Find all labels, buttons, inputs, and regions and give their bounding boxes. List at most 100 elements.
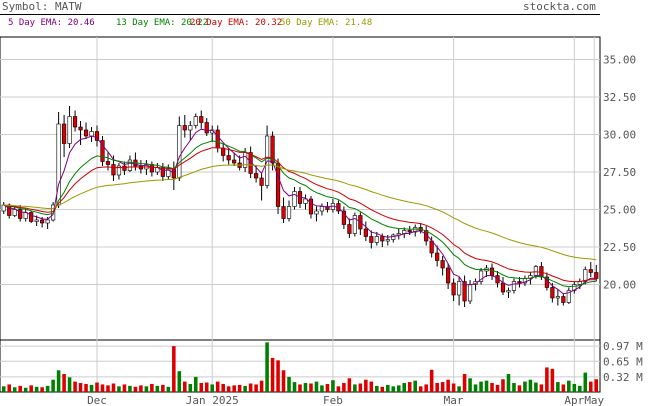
candle-body (550, 287, 555, 299)
candle-body (149, 164, 154, 173)
candle-body (446, 267, 451, 284)
volume-bar (413, 380, 417, 392)
candle-body (259, 177, 264, 186)
candle-body (29, 212, 34, 222)
volume-bar (495, 384, 500, 392)
date-tick-label: Mar (444, 394, 464, 406)
candle-body (369, 236, 374, 243)
site-label: stockta.com (523, 0, 596, 13)
volume-bar (73, 381, 77, 392)
candle-body (555, 296, 560, 299)
volume-bar (347, 378, 352, 392)
candle-body (511, 281, 517, 291)
volume-bar (51, 379, 55, 392)
volume-bar (100, 384, 105, 392)
volume-bar (204, 382, 209, 392)
candle-body (402, 230, 407, 234)
ema-50-line (3, 164, 597, 261)
volume-bar (512, 383, 516, 392)
volume-bar (259, 380, 264, 392)
volume-bar (380, 386, 385, 392)
volume-bar (45, 385, 50, 392)
candle-body (182, 125, 187, 131)
candle-body (281, 206, 286, 219)
volume-bar (254, 384, 258, 392)
candle-body (440, 260, 445, 269)
volume-bar (517, 385, 522, 392)
candle-body (286, 206, 292, 219)
volume-bar (7, 384, 12, 392)
volume-bar (435, 383, 439, 392)
volume-bar (446, 379, 450, 392)
volume-bar (583, 372, 588, 392)
volume-bar (556, 382, 560, 392)
candle-body (166, 168, 171, 177)
volume-tick-label: 0.32 M (603, 371, 643, 384)
date-tick-label: Apr (564, 394, 584, 406)
volume-bar (490, 383, 494, 392)
volume-bar (391, 386, 396, 392)
volume-bar (12, 387, 17, 392)
volume-bar (588, 381, 593, 392)
candle-body (34, 219, 39, 222)
candle-body (193, 116, 198, 126)
volume-bar (193, 376, 198, 392)
candle-body (127, 159, 133, 171)
volume-panel (0, 339, 601, 393)
volume-bar (276, 360, 280, 392)
volume-bar (468, 378, 472, 392)
ema-20-label: 20 Day EMA: 20.32 (190, 18, 283, 28)
candle-body (226, 155, 231, 161)
volume-bar (534, 382, 538, 392)
date-tick-label: May (584, 394, 604, 406)
volume-bar (172, 346, 176, 392)
price-axis-labels: 35.00 32.50 30.00 27.50 25.00 22.50 20.00 (603, 54, 636, 292)
candle-body (18, 209, 23, 219)
volume-bar (473, 384, 478, 392)
volume-bar (424, 384, 428, 392)
candle-body (62, 123, 67, 144)
volume-bar (281, 370, 286, 392)
volume-bar (336, 386, 341, 392)
volume-bar (34, 386, 39, 392)
candle-body (303, 198, 308, 204)
candle-body (489, 267, 495, 276)
volume-bar (270, 357, 275, 392)
candle-body (391, 234, 396, 240)
candle-body (160, 167, 165, 177)
volume-bar (298, 384, 302, 392)
volume-bar (237, 384, 242, 392)
volume-bar (451, 383, 456, 392)
price-tick-label: 32.50 (603, 91, 636, 104)
volume-tick-label: 0.97 M (603, 340, 643, 353)
candle-body (407, 230, 412, 233)
price-tick-label: 27.50 (603, 166, 636, 179)
candle-body (517, 281, 522, 284)
candle-body (254, 173, 259, 179)
candle-body (270, 135, 275, 164)
volume-bar (117, 386, 121, 392)
volume-bar (78, 383, 83, 392)
volume-bar (484, 380, 489, 392)
volume-bar (265, 342, 269, 392)
candle-body (248, 152, 253, 174)
candle-body (457, 281, 462, 296)
candle-body (506, 290, 511, 293)
volume-bar (462, 374, 467, 392)
candle-body (116, 165, 122, 176)
candle-body (72, 116, 78, 128)
candle-body (292, 191, 297, 207)
ema-20-line (3, 147, 597, 283)
ema-5-line (3, 128, 597, 295)
volume-bar (150, 383, 154, 392)
volume-bar (572, 383, 577, 392)
volume-bar (292, 382, 297, 392)
candle-body (352, 215, 357, 234)
volume-bar (62, 374, 66, 392)
volume-bar (539, 384, 544, 392)
volume-bar (89, 384, 94, 392)
volume-tick-label: 0.65 M (603, 355, 643, 368)
candle-body (204, 122, 209, 134)
candle-body (566, 290, 571, 303)
